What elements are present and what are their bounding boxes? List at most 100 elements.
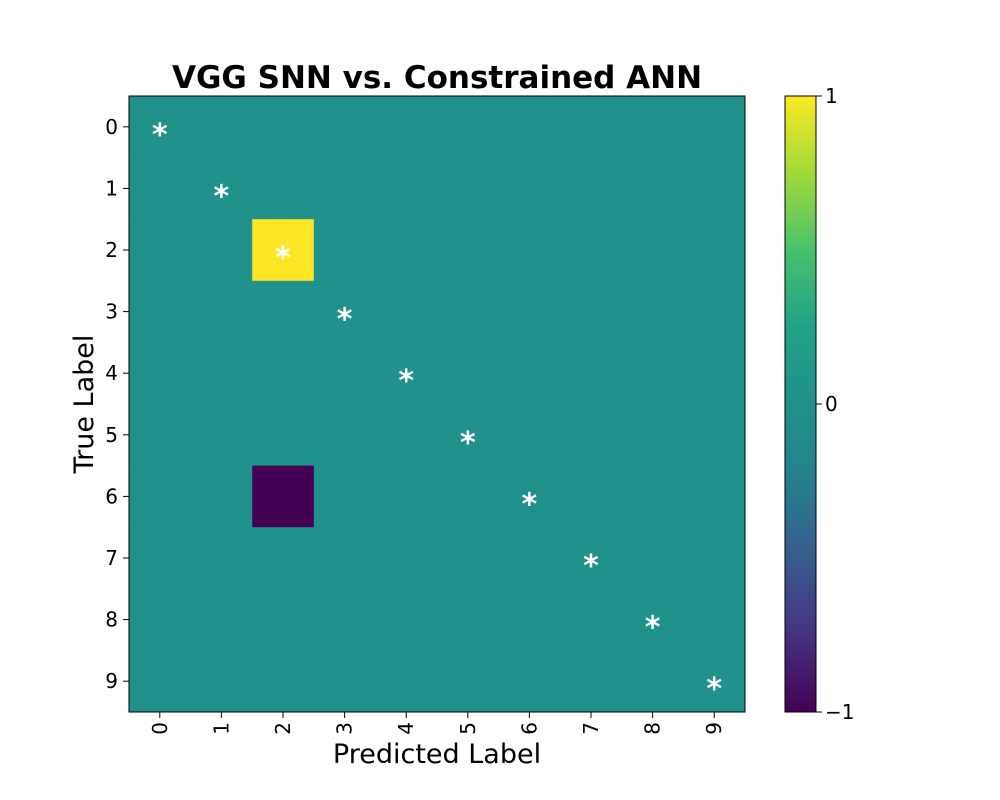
heatmap-cell (498, 527, 561, 590)
heatmap-cell (498, 342, 561, 405)
heatmap-cell (375, 404, 438, 467)
heatmap-cell (560, 588, 623, 651)
heatmap-cell (683, 219, 746, 282)
heatmap-cell (190, 404, 253, 467)
heatmap-cell (129, 280, 192, 343)
heatmap-cell (437, 280, 500, 343)
heatmap-cell (313, 404, 376, 467)
heatmap-cell (560, 527, 623, 590)
heatmap-cell (375, 342, 438, 405)
heatmap-cell (252, 219, 315, 282)
heatmap-cell (498, 280, 561, 343)
heatmap-cell (252, 96, 315, 159)
cell-annotation: * (583, 549, 599, 584)
y-tick-label: 7 (105, 546, 118, 570)
heatmap-cell (437, 650, 500, 713)
heatmap-cell (313, 465, 376, 528)
heatmap-cell (252, 404, 315, 467)
cell-annotation: * (460, 426, 476, 461)
y-tick-label: 3 (105, 300, 118, 324)
heatmap-cell (560, 650, 623, 713)
heatmap-cell (129, 157, 192, 220)
heatmap-cell (621, 650, 684, 713)
cell-annotation: * (275, 241, 291, 276)
cell-annotations: * * * * * * * * * * (152, 118, 722, 707)
heatmap-cell (313, 650, 376, 713)
cell-annotation: * (152, 118, 168, 153)
heatmap-cell (683, 96, 746, 159)
heatmap-cell (621, 96, 684, 159)
heatmap-cell (560, 219, 623, 282)
y-tick-label: 5 (105, 423, 118, 447)
y-tick-label: 8 (105, 608, 118, 632)
heatmap-cell (498, 157, 561, 220)
heatmap-cell (190, 280, 253, 343)
heatmap-cell (129, 219, 192, 282)
y-axis-label: True Label (69, 335, 100, 475)
x-tick-label: 4 (394, 722, 418, 735)
colorbar-ticks: 1 0 −1 (816, 84, 854, 724)
heatmap-cell (437, 342, 500, 405)
heatmap-cell (129, 588, 192, 651)
heatmap-cell (190, 527, 253, 590)
heatmap-cell (560, 96, 623, 159)
heatmap-cell (313, 157, 376, 220)
x-tick-label: 9 (702, 722, 726, 735)
heatmap-cell (313, 527, 376, 590)
heatmap-cell (375, 280, 438, 343)
y-tick-label: 9 (105, 669, 118, 693)
x-axis-ticks: 0 1 2 3 4 5 6 7 8 9 (148, 712, 726, 735)
y-tick-label: 6 (105, 484, 118, 508)
heatmap-cell (252, 650, 315, 713)
x-axis-label: Predicted Label (333, 739, 541, 770)
heatmap-cell (190, 465, 253, 528)
heatmap-cell (190, 588, 253, 651)
cell-annotation: * (706, 672, 722, 707)
heatmap-cell (190, 157, 253, 220)
heatmap-cell (313, 588, 376, 651)
heatmap-cell (190, 219, 253, 282)
heatmap-cell (437, 588, 500, 651)
heatmap-cell (621, 157, 684, 220)
cell-annotation: * (337, 303, 353, 338)
x-tick-label: 7 (579, 722, 603, 735)
heatmap-cell (375, 588, 438, 651)
heatmap-cell (375, 157, 438, 220)
x-tick-label: 1 (209, 722, 233, 735)
heatmap-cell (252, 157, 315, 220)
heatmap-cell (313, 219, 376, 282)
heatmap-cell (313, 280, 376, 343)
heatmap-cell (621, 280, 684, 343)
heatmap-cell (129, 527, 192, 590)
heatmap-cell (683, 404, 746, 467)
x-tick-label: 0 (148, 722, 172, 735)
colorbar-tick-label: −1 (825, 700, 854, 724)
heatmap-cell (621, 527, 684, 590)
heatmap-cell (129, 650, 192, 713)
heatmap-cell (498, 650, 561, 713)
heatmap-cell (252, 465, 315, 528)
heatmap-cell (560, 404, 623, 467)
heatmap-cell (498, 588, 561, 651)
heatmap-cell (498, 219, 561, 282)
heatmap-cell (437, 219, 500, 282)
heatmap-cell (683, 342, 746, 405)
heatmap-cell (683, 465, 746, 528)
y-tick-label: 4 (105, 361, 118, 385)
heatmap-cell (683, 588, 746, 651)
heatmap-cell (560, 465, 623, 528)
heatmap-cell (375, 465, 438, 528)
heatmap-cell (252, 588, 315, 651)
x-tick-label: 5 (456, 722, 480, 735)
heatmap-cell (498, 96, 561, 159)
heatmap-cell (190, 342, 253, 405)
heatmap-cell (621, 588, 684, 651)
heatmap-cell (437, 527, 500, 590)
heatmap-cell (375, 219, 438, 282)
heatmap-cell (621, 404, 684, 467)
cell-annotation: * (522, 487, 538, 522)
heatmap-cell (437, 157, 500, 220)
heatmap-cell (252, 527, 315, 590)
heatmap-cell (437, 96, 500, 159)
